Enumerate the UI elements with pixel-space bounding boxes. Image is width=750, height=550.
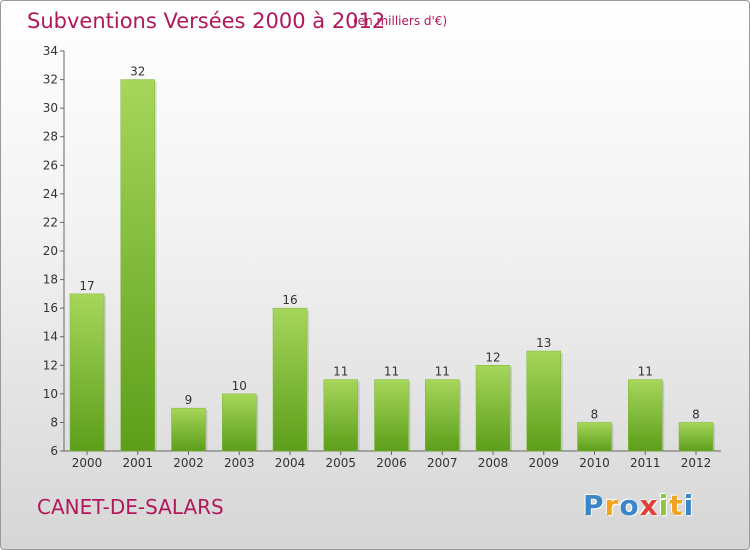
y-tick-label: 14 bbox=[43, 330, 58, 344]
data-label: 8 bbox=[591, 407, 599, 421]
bar bbox=[69, 293, 105, 452]
bar bbox=[120, 79, 155, 452]
data-label: 11 bbox=[384, 365, 399, 379]
y-tick-label: 6 bbox=[50, 444, 58, 458]
bar bbox=[222, 393, 257, 452]
y-tick-label: 28 bbox=[43, 130, 58, 144]
logo-letter: P bbox=[583, 489, 605, 522]
y-tick-label: 12 bbox=[43, 358, 58, 372]
y-tick-label: 22 bbox=[43, 215, 58, 229]
data-labels: 17 32 9 10 16 11 11 11 12 13 8 11 8 bbox=[79, 65, 699, 422]
x-tick-label: 2003 bbox=[224, 456, 255, 470]
data-label: 17 bbox=[79, 279, 94, 293]
data-label: 11 bbox=[435, 365, 450, 379]
bar bbox=[171, 407, 206, 452]
x-tick-label: 2008 bbox=[478, 456, 509, 470]
y-tick-label: 30 bbox=[43, 101, 58, 115]
x-tick-label: 2010 bbox=[579, 456, 610, 470]
logo-letter: t bbox=[669, 489, 684, 522]
proxiti-logo[interactable]: Proxiti bbox=[583, 489, 694, 522]
data-label: 32 bbox=[130, 65, 145, 79]
commune-name: CANET-DE-SALARS bbox=[37, 495, 224, 519]
x-tick-label: 2012 bbox=[681, 456, 712, 470]
bar bbox=[678, 422, 714, 452]
data-label: 13 bbox=[536, 336, 551, 350]
x-tick-label: 2001 bbox=[122, 456, 153, 470]
chart-title: Subventions Versées 2000 à 2012 bbox=[27, 9, 386, 33]
data-label: 16 bbox=[282, 293, 297, 307]
data-label: 11 bbox=[638, 365, 653, 379]
data-label: 10 bbox=[232, 379, 247, 393]
logo-letter: r bbox=[604, 489, 620, 522]
y-tick-label: 16 bbox=[43, 301, 58, 315]
x-tick-label: 2006 bbox=[376, 456, 407, 470]
x-tick-label: 2000 bbox=[72, 456, 103, 470]
data-label: 9 bbox=[185, 393, 193, 407]
y-tick-label: 18 bbox=[43, 273, 58, 287]
data-label: 8 bbox=[692, 407, 700, 421]
logo-letter: o bbox=[619, 489, 640, 522]
logo-letter: x bbox=[639, 489, 659, 522]
axes: 6 8 10 12 14 16 18 20 22 24 26 28 30 32 34 2000 2001 2002… bbox=[43, 44, 721, 470]
x-tick-label: 2007 bbox=[427, 456, 458, 470]
y-tick-label: 26 bbox=[43, 158, 58, 172]
logo-letter: i bbox=[658, 489, 670, 522]
x-tick-label: 2002 bbox=[173, 456, 204, 470]
bar bbox=[475, 365, 511, 452]
bar bbox=[577, 422, 612, 452]
bar bbox=[272, 307, 308, 452]
bars bbox=[69, 79, 715, 452]
logo-letter: i bbox=[683, 489, 695, 522]
bar bbox=[628, 379, 663, 452]
bar bbox=[374, 379, 409, 452]
y-tick-label: 10 bbox=[43, 387, 58, 401]
x-tick-label: 2009 bbox=[528, 456, 559, 470]
bar bbox=[526, 350, 561, 452]
y-tick-label: 20 bbox=[43, 244, 58, 258]
x-tick-label: 2011 bbox=[630, 456, 661, 470]
chart-unit: (en milliers d'€) bbox=[353, 14, 448, 28]
data-label: 12 bbox=[485, 350, 500, 364]
y-tick-label: 32 bbox=[43, 73, 58, 87]
bar bbox=[425, 379, 460, 452]
x-tick-label: 2005 bbox=[325, 456, 356, 470]
y-tick-label: 24 bbox=[43, 187, 58, 201]
data-label: 11 bbox=[333, 365, 348, 379]
bar bbox=[323, 379, 358, 452]
y-tick-label: 34 bbox=[43, 44, 58, 58]
y-tick-label: 8 bbox=[50, 415, 58, 429]
x-tick-label: 2004 bbox=[275, 456, 306, 470]
